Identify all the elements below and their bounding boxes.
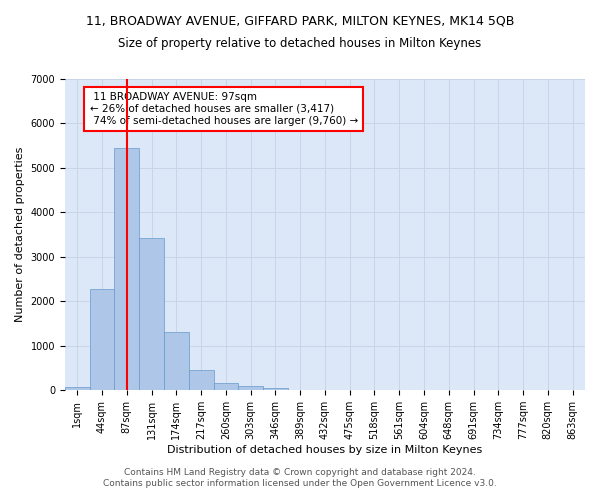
Y-axis label: Number of detached properties: Number of detached properties [15,147,25,322]
X-axis label: Distribution of detached houses by size in Milton Keynes: Distribution of detached houses by size … [167,445,482,455]
Bar [214,384,238,390]
Bar [65,387,89,390]
Bar [89,289,115,390]
Bar [263,388,288,390]
Text: Size of property relative to detached houses in Milton Keynes: Size of property relative to detached ho… [118,38,482,51]
Bar [115,148,139,390]
Text: 11, BROADWAY AVENUE, GIFFARD PARK, MILTON KEYNES, MK14 5QB: 11, BROADWAY AVENUE, GIFFARD PARK, MILTO… [86,15,514,28]
Text: 11 BROADWAY AVENUE: 97sqm
← 26% of detached houses are smaller (3,417)
 74% of s: 11 BROADWAY AVENUE: 97sqm ← 26% of detac… [89,92,358,126]
Bar [238,386,263,390]
Bar [139,238,164,390]
Bar [189,370,214,390]
Text: Contains HM Land Registry data © Crown copyright and database right 2024.
Contai: Contains HM Land Registry data © Crown c… [103,468,497,487]
Bar [164,332,189,390]
